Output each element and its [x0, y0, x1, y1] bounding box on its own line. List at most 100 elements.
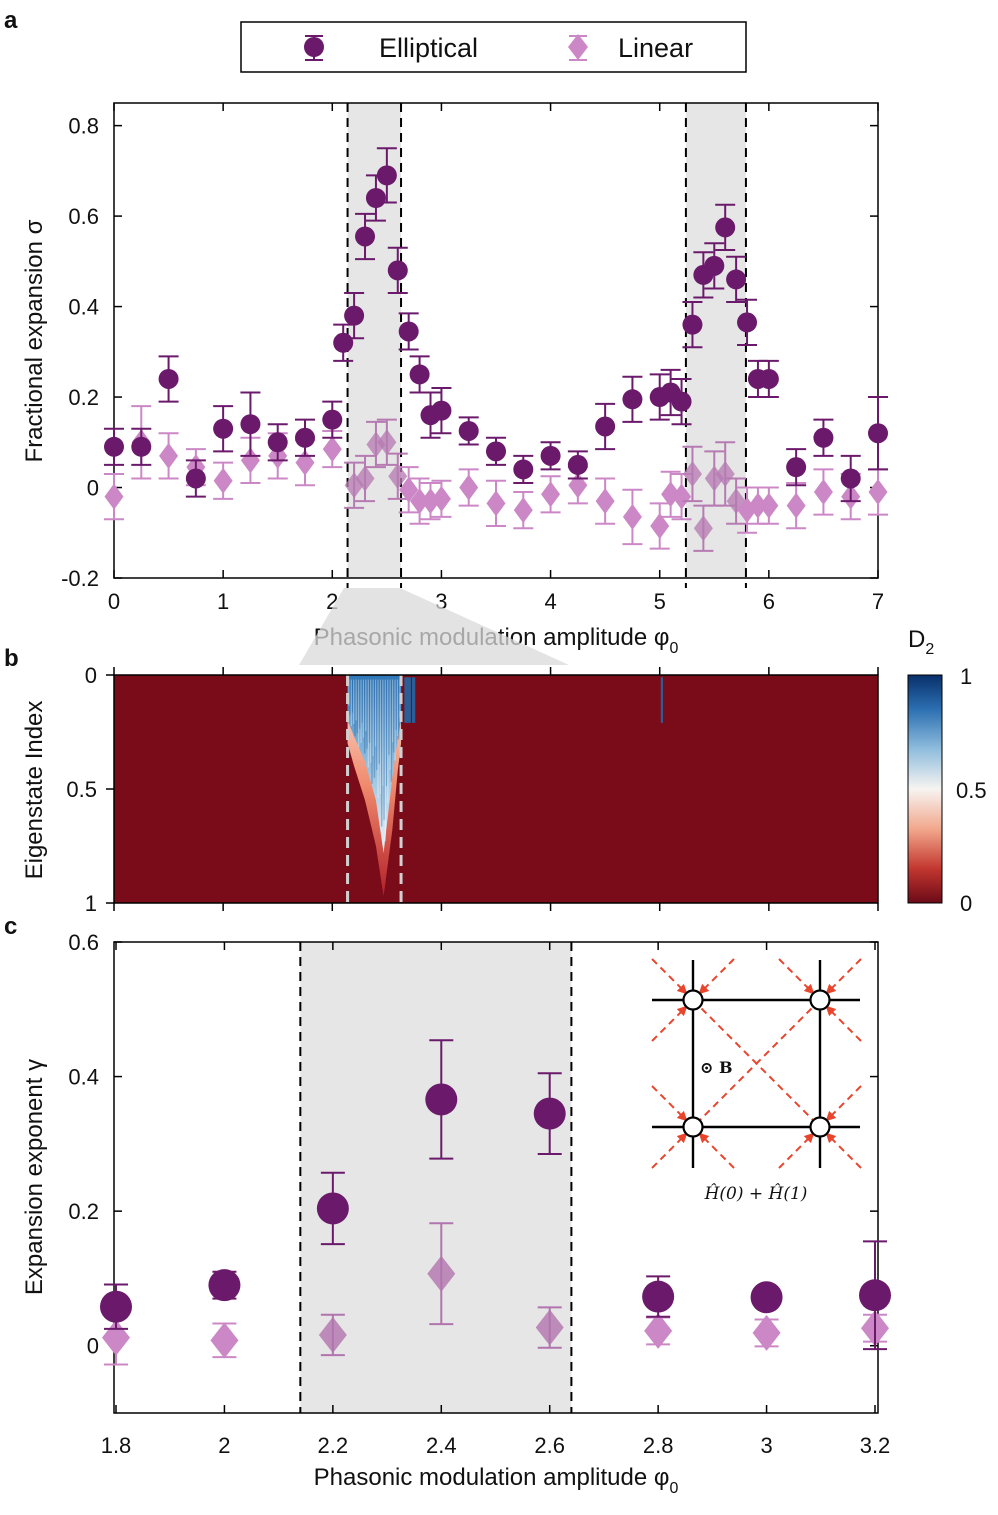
heatmap-island	[411, 677, 416, 723]
heatmap-streak	[378, 679, 380, 765]
linear-point	[355, 465, 375, 492]
x-tick-label: 2	[218, 1433, 230, 1458]
linear-point	[318, 1316, 347, 1353]
panel-c-xlabel: Phasonic modulation amplitude φ0	[314, 1464, 679, 1497]
legend: Elliptical Linear	[240, 21, 747, 73]
linear-point	[682, 460, 702, 487]
elliptical-point	[813, 427, 834, 448]
heatmap-streak	[367, 679, 370, 768]
x-tick-label: 2.8	[643, 1433, 674, 1458]
elliptical-point	[859, 1279, 891, 1312]
panel-c-axes-box	[113, 941, 879, 1414]
linear-point	[159, 442, 179, 469]
elliptical-point	[704, 255, 725, 276]
legend-linear-diamond	[568, 34, 588, 60]
colorbar: D2 1 0.5 0	[907, 626, 987, 916]
y-tick-label: 0.5	[66, 777, 97, 802]
heatmap-streak	[349, 679, 351, 716]
linear-point	[513, 497, 533, 524]
x-tick-label: 2.6	[534, 1433, 565, 1458]
linear-point	[759, 492, 779, 519]
linear-point	[431, 485, 451, 512]
heatmap-island	[660, 677, 663, 723]
y-tick-label: 0.4	[68, 295, 99, 320]
diagonal-coupling	[698, 1132, 735, 1169]
heatmap-streak	[376, 679, 378, 770]
y-tick-label: 0.8	[68, 114, 99, 139]
linear-point	[650, 512, 670, 539]
diagonal-coupling	[825, 958, 862, 995]
colorbar-gradient	[907, 674, 943, 904]
elliptical-point	[758, 368, 779, 389]
heatmap-streak	[383, 679, 385, 821]
panel-b-heatmap: 00.51 Eigenstate Index D2 1 0.5 0	[21, 626, 987, 916]
y-tick-label: 0	[85, 663, 97, 688]
heatmap-streak	[361, 679, 363, 723]
panel-a-ylabel: Fractional expansion σ	[21, 219, 48, 462]
elliptical-point	[726, 269, 747, 290]
lattice-diagonal-arrows	[651, 958, 862, 1169]
elliptical-point	[208, 1269, 241, 1302]
elliptical-point	[409, 364, 430, 385]
heatmap-delocalized-region	[347, 675, 402, 853]
heatmap-streak	[385, 679, 388, 787]
heatmap-streak	[390, 679, 393, 782]
linear-point	[541, 481, 561, 508]
x-tick-label: 1.8	[101, 1433, 132, 1458]
zoom-connector	[299, 588, 569, 665]
y-tick-label: -0.2	[61, 566, 99, 591]
panel-b-ticks: 00.51	[66, 663, 879, 916]
elliptical-point	[355, 226, 376, 247]
x-tick-label: 3.2	[860, 1433, 891, 1458]
legend-linear-marker	[568, 34, 588, 61]
diagonal-coupling	[825, 1085, 862, 1122]
diagonal-coupling	[825, 1005, 862, 1042]
linear-point	[868, 479, 888, 506]
colorbar-tick-0: 0	[960, 891, 972, 916]
elliptical-point	[567, 454, 588, 475]
y-tick-label: 0.6	[68, 204, 99, 229]
elliptical-point	[316, 1192, 349, 1225]
x-tick-label: 1	[217, 589, 229, 614]
heatmap-streak	[372, 679, 374, 756]
colorbar-tick-1: 1	[960, 664, 972, 689]
panel-label-b: b	[4, 645, 19, 672]
elliptical-point	[240, 414, 261, 435]
x-tick-label: 6	[763, 589, 775, 614]
panel-label-a: a	[4, 7, 18, 34]
diagonal-coupling	[692, 999, 821, 1128]
elliptical-point	[715, 217, 736, 238]
x-tick-label: 7	[872, 589, 884, 614]
legend-elliptical-circle	[304, 37, 324, 57]
heatmap-streak	[388, 679, 390, 756]
heatmap-streak	[355, 679, 357, 721]
heatmap-streak	[377, 679, 379, 799]
y-tick-label: 0.2	[68, 1199, 99, 1224]
linear-point	[104, 483, 124, 510]
zoom-wedge	[299, 588, 569, 665]
elliptical-point	[840, 468, 861, 489]
heatmap-streak	[387, 679, 389, 804]
heatmap-streak	[380, 679, 383, 827]
elliptical-point	[365, 188, 386, 208]
diagonal-coupling	[698, 958, 735, 995]
linear-point	[595, 488, 615, 515]
linear-point	[410, 488, 430, 515]
panel-c-xlabel-text: Phasonic modulation amplitude φ	[314, 1464, 670, 1491]
panel-c-xlabel-sub: 0	[669, 1480, 678, 1497]
panel-a-xlabel-sub: 0	[669, 640, 678, 657]
linear-point	[322, 436, 342, 463]
heatmap-streak	[363, 679, 366, 754]
heatmap-streak	[356, 679, 359, 734]
panel-a-elliptical-series	[104, 147, 888, 503]
panel-b-ylabel: Eigenstate Index	[21, 701, 48, 880]
heatmap-streak	[366, 679, 368, 749]
lattice-site	[809, 989, 831, 1011]
x-tick-label: 2.2	[318, 1433, 349, 1458]
linear-point	[813, 479, 833, 506]
panel-label-c: c	[4, 913, 17, 940]
lattice-site	[682, 1116, 704, 1138]
y-tick-label: 0	[87, 476, 99, 501]
legend-box	[240, 21, 747, 73]
